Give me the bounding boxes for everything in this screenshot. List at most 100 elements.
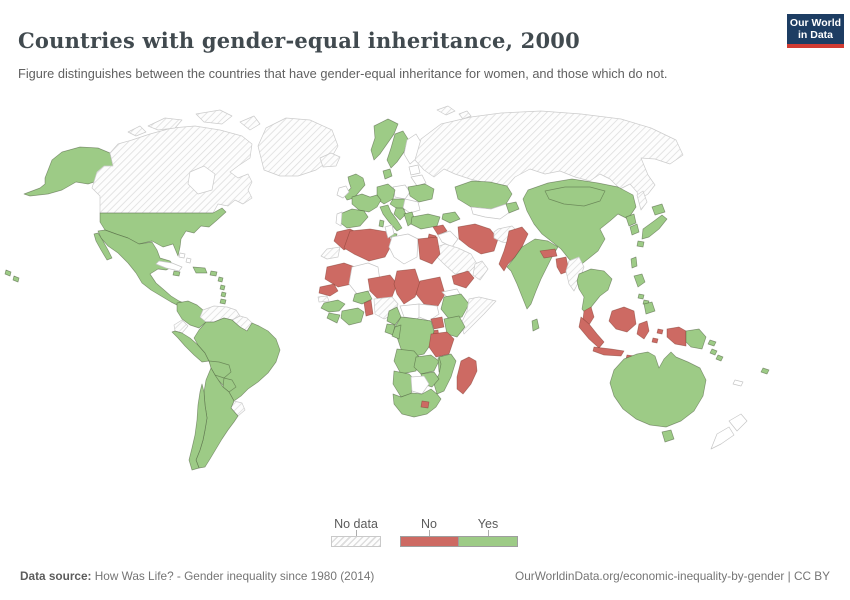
region-brazil[interactable]	[193, 317, 281, 402]
region-sumatra[interactable]	[578, 316, 605, 349]
region-png[interactable]	[685, 328, 707, 350]
region-mongolia[interactable]	[544, 186, 606, 207]
region-mozambique[interactable]	[433, 353, 457, 395]
region-botswana[interactable]	[410, 375, 430, 395]
region-poland[interactable]	[392, 184, 411, 200]
region-sri-lanka[interactable]	[531, 318, 540, 332]
legend-no-swatch[interactable]	[400, 536, 458, 547]
region-japan-hokkaido[interactable]	[651, 203, 666, 216]
region-tunisia[interactable]	[384, 224, 395, 239]
region-balkans[interactable]	[393, 207, 407, 221]
region-nz-south[interactable]	[710, 426, 735, 450]
region-kenya[interactable]	[443, 315, 466, 338]
region-malaysia[interactable]	[582, 306, 595, 326]
region-angola[interactable]	[393, 348, 420, 375]
region-syria[interactable]	[432, 224, 448, 236]
region-western-sahara[interactable]	[320, 246, 341, 260]
region-uganda[interactable]	[430, 316, 445, 330]
region-solomon-islands[interactable]	[715, 354, 724, 362]
region-greenland[interactable]	[257, 117, 339, 177]
region-java[interactable]	[592, 346, 625, 357]
region-yemen[interactable]	[451, 270, 475, 289]
region-tanzania[interactable]	[428, 331, 455, 358]
region-cote-divoire-ghana[interactable]	[340, 307, 365, 326]
region-chile[interactable]	[188, 383, 208, 471]
region-north-korea[interactable]	[625, 213, 637, 227]
region-guinea-bissau[interactable]	[317, 295, 330, 303]
region-italy[interactable]	[379, 204, 403, 232]
region-denmark[interactable]	[382, 168, 393, 180]
region-fiji[interactable]	[760, 367, 770, 375]
region-peru[interactable]	[171, 330, 210, 363]
region-sulawesi[interactable]	[636, 320, 650, 340]
region-caucasus[interactable]	[441, 211, 461, 224]
region-iraq[interactable]	[437, 230, 459, 248]
region-new-caledonia[interactable]	[732, 379, 744, 387]
region-visayas[interactable]	[637, 293, 645, 300]
region-chad[interactable]	[393, 268, 421, 305]
region-zambia[interactable]	[413, 354, 440, 375]
region-cuba[interactable]	[155, 260, 183, 272]
region-canada[interactable]	[91, 125, 253, 214]
legend-yes-swatch[interactable]	[458, 536, 518, 547]
region-baltics[interactable]	[408, 164, 421, 176]
region-canada-arctic[interactable]	[127, 125, 147, 137]
region-baja[interactable]	[93, 232, 113, 261]
region-canada-arctic[interactable]	[195, 109, 233, 125]
region-ethiopia[interactable]	[440, 293, 470, 320]
region-iran[interactable]	[457, 223, 499, 255]
region-madagascar[interactable]	[456, 356, 478, 395]
legend-no-data-swatch[interactable]	[331, 536, 381, 547]
region-south-africa[interactable]	[392, 388, 442, 418]
region-norway[interactable]	[370, 118, 399, 161]
region-libya[interactable]	[388, 233, 419, 265]
region-mindanao[interactable]	[643, 301, 656, 315]
region-mexico[interactable]	[97, 229, 192, 313]
region-borneo[interactable]	[608, 306, 637, 333]
region-hispaniola[interactable]	[192, 266, 208, 274]
region-nz-north[interactable]	[728, 413, 748, 432]
region-tasmania[interactable]	[661, 429, 675, 443]
region-sierra-leone-liberia[interactable]	[326, 312, 341, 324]
region-romania-bulgaria[interactable]	[402, 198, 421, 214]
region-jamaica[interactable]	[172, 270, 181, 277]
region-west-papua[interactable]	[666, 326, 687, 347]
region-solomon-islands[interactable]	[709, 348, 718, 356]
region-uzbekistan-turkmenistan[interactable]	[470, 203, 511, 220]
region-pakistan[interactable]	[498, 226, 529, 272]
region-china[interactable]	[522, 178, 637, 268]
region-niger[interactable]	[367, 274, 398, 300]
region-nepal[interactable]	[539, 248, 558, 259]
region-australia[interactable]	[609, 351, 707, 428]
region-cameroon[interactable]	[386, 306, 402, 326]
region-ukraine[interactable]	[407, 183, 435, 203]
region-thailand-indochina[interactable]	[576, 268, 613, 316]
region-south-sudan[interactable]	[418, 303, 440, 322]
region-sweden[interactable]	[386, 130, 409, 169]
region-south-korea[interactable]	[629, 223, 640, 236]
region-spain[interactable]	[337, 208, 369, 229]
region-canada-arctic[interactable]	[147, 117, 183, 131]
region-hawaii[interactable]	[4, 269, 12, 277]
region-senegal[interactable]	[318, 283, 339, 297]
region-japan-honshu[interactable]	[641, 214, 668, 240]
region-luzon[interactable]	[633, 273, 646, 288]
region-somalia[interactable]	[460, 296, 497, 335]
region-myanmar[interactable]	[565, 256, 585, 292]
region-bangladesh[interactable]	[555, 256, 570, 275]
region-ecuador[interactable]	[173, 319, 189, 334]
region-maluku[interactable]	[651, 337, 659, 344]
region-portugal[interactable]	[335, 211, 343, 227]
region-guinea[interactable]	[320, 299, 346, 313]
credit-link[interactable]: OurWorldinData.org/economic-inequality-b…	[515, 569, 830, 583]
region-japan-kyushu[interactable]	[636, 240, 645, 248]
region-saudi-arabia[interactable]	[433, 243, 478, 275]
region-taiwan[interactable]	[630, 256, 638, 269]
region-puerto-rico[interactable]	[209, 270, 218, 277]
region-france[interactable]	[351, 193, 382, 213]
region-hawaii[interactable]	[12, 275, 20, 283]
region-sakhalin[interactable]	[636, 190, 648, 211]
region-svalbard[interactable]	[458, 110, 472, 120]
region-new-britain[interactable]	[707, 339, 717, 347]
region-kazakhstan[interactable]	[454, 180, 513, 210]
